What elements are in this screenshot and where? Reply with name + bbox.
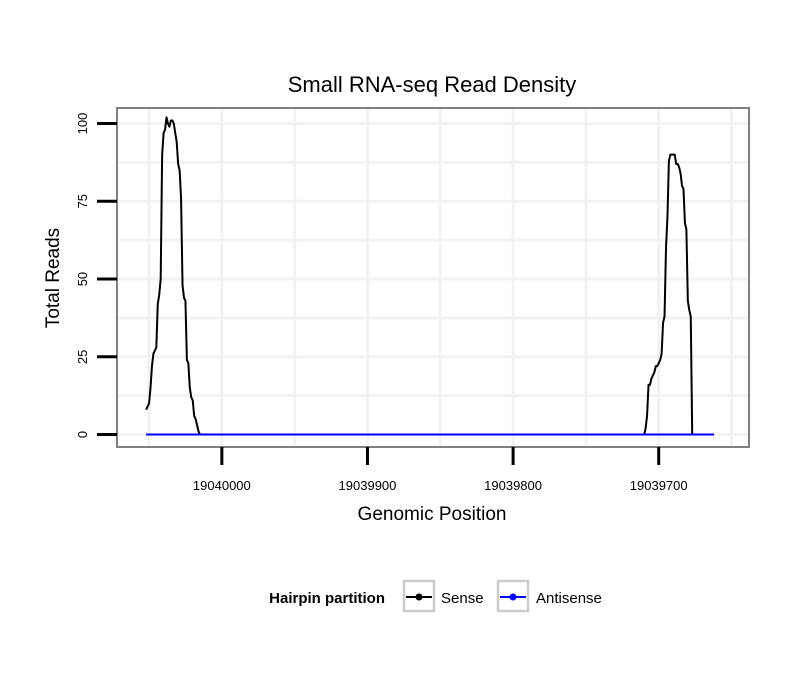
y-axis: 0 25 50 75 100 (75, 113, 117, 438)
x-tick-label: 19039900 (339, 478, 397, 493)
plot-border (116, 107, 750, 448)
series-lines (145, 116, 715, 436)
x-tick-label: 19040000 (193, 478, 251, 493)
legend: Hairpin partition Sense Antisense (269, 579, 602, 613)
x-tick-label: 19039700 (630, 478, 688, 493)
y-tick-label: 0 (75, 431, 90, 438)
legend-entry-antisense: Antisense (496, 579, 602, 613)
plot-panel (116, 107, 750, 448)
x-axis-title: Genomic Position (358, 504, 507, 525)
legend-entry-sense: Sense (402, 579, 484, 613)
legend-title: Hairpin partition (269, 590, 385, 607)
legend-label-sense: Sense (441, 590, 484, 607)
y-tick-label: 75 (75, 194, 90, 208)
legend-label-antisense: Antisense (536, 590, 602, 607)
y-axis-title: Total Reads (43, 228, 64, 328)
x-tick-label: 19039800 (484, 478, 542, 493)
y-tick-label: 100 (75, 113, 90, 135)
legend-key-sense-point (415, 593, 423, 601)
legend-key-antisense-point (509, 593, 517, 601)
x-axis: 19040000 19039900 19039800 19039700 (193, 447, 688, 493)
chart-title: Small RNA-seq Read Density (288, 72, 577, 97)
y-tick-label: 25 (75, 350, 90, 364)
y-tick-label: 50 (75, 272, 90, 286)
